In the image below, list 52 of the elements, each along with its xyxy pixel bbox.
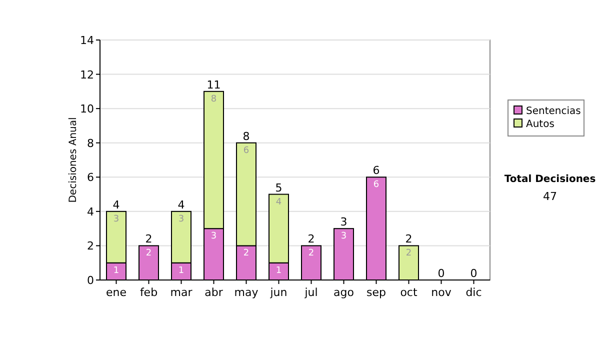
data-label: 1 — [178, 266, 184, 276]
data-label: 3 — [210, 232, 217, 242]
text: 47 — [543, 190, 557, 203]
total-label: 2 — [145, 232, 152, 246]
data-label: 1 — [113, 266, 120, 276]
x-tick-label: jun — [269, 286, 288, 299]
total-label: 5 — [275, 181, 282, 194]
data-label: 2 — [146, 248, 152, 259]
legend-label: Autos — [526, 119, 554, 130]
y-tick-label: 2 — [87, 240, 94, 253]
x-tick-label: sep — [366, 286, 386, 299]
x-tick-label: oct — [400, 286, 418, 299]
total-label: 0 — [470, 267, 478, 280]
x-tick-label: may — [234, 286, 259, 299]
y-axis-title: Decisiones Anual — [68, 117, 79, 203]
data-label: 2 — [243, 248, 250, 259]
x-tick-label: dic — [466, 286, 482, 299]
data-label: 3 — [340, 232, 347, 242]
data-label: 6 — [243, 146, 250, 156]
total-label: 4 — [112, 198, 120, 212]
total-label: 11 — [206, 78, 221, 92]
data-label: 8 — [210, 94, 217, 104]
total-label: 2 — [405, 232, 412, 246]
total-label: 6 — [372, 164, 380, 178]
text: Total Decisiones — [504, 174, 596, 185]
data-label: 4 — [276, 197, 282, 208]
total-label: 3 — [340, 216, 348, 229]
x-tick-label: ene — [106, 286, 127, 299]
total-label: 4 — [178, 198, 185, 212]
total-label: 0 — [438, 267, 445, 280]
data-label: 6 — [373, 180, 380, 190]
x-tick-label: mar — [170, 286, 193, 299]
x-tick-label: jul — [304, 286, 318, 299]
y-tick-label: 8 — [87, 136, 94, 150]
data-label: 2 — [406, 248, 412, 259]
x-tick-label: feb — [140, 286, 158, 299]
total-label: 8 — [242, 130, 250, 143]
data-label: 3 — [113, 214, 120, 224]
y-tick-label: 4 — [87, 205, 94, 218]
x-tick-label: abr — [204, 286, 224, 299]
data-label: 2 — [308, 248, 314, 259]
y-tick-label: 14 — [80, 34, 94, 47]
y-tick-label: 10 — [80, 102, 94, 116]
legend-label: Sentencias — [526, 106, 581, 117]
x-tick-label: nov — [431, 286, 452, 299]
data-label: 3 — [178, 214, 184, 224]
x-tick-label: ago — [334, 286, 354, 299]
y-tick-label: 12 — [80, 68, 94, 82]
y-tick-label: 0 — [87, 274, 94, 287]
total-label: 2 — [308, 232, 315, 246]
data-label: 1 — [276, 266, 282, 276]
y-tick-label: 6 — [87, 171, 94, 184]
